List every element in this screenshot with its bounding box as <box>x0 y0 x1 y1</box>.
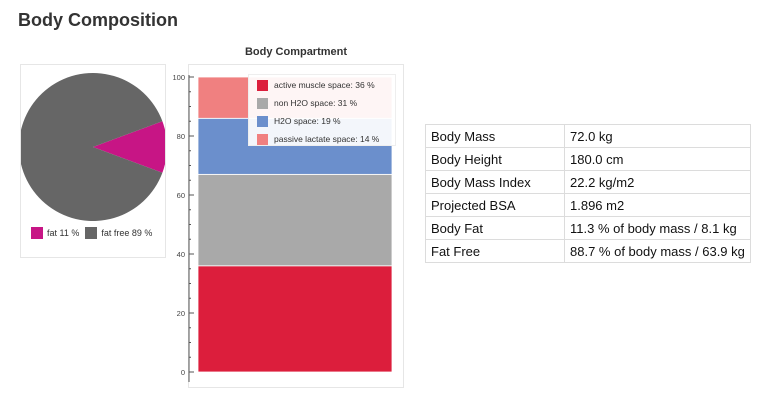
table-row: Projected BSA 1.896 m2 <box>425 193 751 217</box>
row-label: Fat Free <box>425 239 565 263</box>
legend-swatch <box>257 97 268 109</box>
table-row: Body Fat 11.3 % of body mass / 8.1 kg <box>425 216 751 240</box>
row-value: 1.896 m2 <box>564 193 751 217</box>
row-label: Body Mass Index <box>425 170 565 194</box>
y-tick-label: 0 <box>181 368 185 377</box>
body-stats-table: Body Mass 72.0 kg Body Height 180.0 cm B… <box>425 124 751 263</box>
row-value: 11.3 % of body mass / 8.1 kg <box>564 216 751 240</box>
row-value: 72.0 kg <box>564 124 751 148</box>
legend-label: passive lactate space: 14 % <box>274 134 380 144</box>
y-tick-label: 80 <box>177 132 185 141</box>
pie-legend-entry-fat-free: fat free 89 % <box>85 227 152 239</box>
pie-chart-panel: fat 11 % fat free 89 % <box>20 64 166 258</box>
y-tick-label: 20 <box>177 309 185 318</box>
pie-slice <box>93 121 165 173</box>
pie-chart <box>21 73 165 221</box>
row-label: Projected BSA <box>425 193 565 217</box>
row-label: Body Fat <box>425 216 565 240</box>
legend-swatch <box>257 115 268 127</box>
legend-label: H2O space: 19 % <box>274 116 341 126</box>
bar-legend-entry: passive lactate space: 14 % <box>257 131 389 147</box>
legend-label: fat 11 % <box>47 228 80 238</box>
bar-legend-entry: H2O space: 19 % <box>257 113 389 129</box>
bar-chart-panel: Body Compartment 0 20 40 60 80 100 active mus… <box>166 44 404 388</box>
table-row: Fat Free 88.7 % of body mass / 63.9 kg <box>425 239 751 263</box>
legend-swatch <box>257 79 268 91</box>
row-value: 88.7 % of body mass / 63.9 kg <box>564 239 751 263</box>
table-row: Body Mass 72.0 kg <box>425 124 751 148</box>
legend-label: active muscle space: 36 % <box>274 80 375 90</box>
legend-swatch <box>85 227 98 239</box>
pie-legend: fat 11 % fat free 89 % <box>31 227 158 239</box>
pie-slice <box>21 73 163 221</box>
bar-legend-entry: non H2O space: 31 % <box>257 95 389 111</box>
y-tick-label: 100 <box>172 73 185 82</box>
row-value: 180.0 cm <box>564 147 751 171</box>
row-label: Body Height <box>425 147 565 171</box>
legend-swatch <box>31 227 43 239</box>
table-row: Body Mass Index 22.2 kg/m2 <box>425 170 751 194</box>
bar-legend-entry: active muscle space: 36 % <box>257 77 389 93</box>
y-tick-label: 40 <box>177 250 185 259</box>
legend-swatch <box>257 133 268 145</box>
bar-segment <box>197 173 393 267</box>
row-value: 22.2 kg/m2 <box>564 170 751 194</box>
bar-legend: active muscle space: 36 % non H2O space:… <box>248 74 396 146</box>
page-title: Body Composition <box>18 10 178 30</box>
table-row: Body Height 180.0 cm <box>425 147 751 171</box>
chart-title: Body Compartment <box>244 46 348 58</box>
pie-legend-entry-fat: fat 11 % <box>31 227 79 239</box>
row-label: Body Mass <box>425 124 565 148</box>
legend-label: fat free 89 % <box>101 228 153 238</box>
y-tick-label: 60 <box>177 191 185 200</box>
legend-label: non H2O space: 31 % <box>274 98 358 108</box>
bar-segment <box>197 265 393 373</box>
